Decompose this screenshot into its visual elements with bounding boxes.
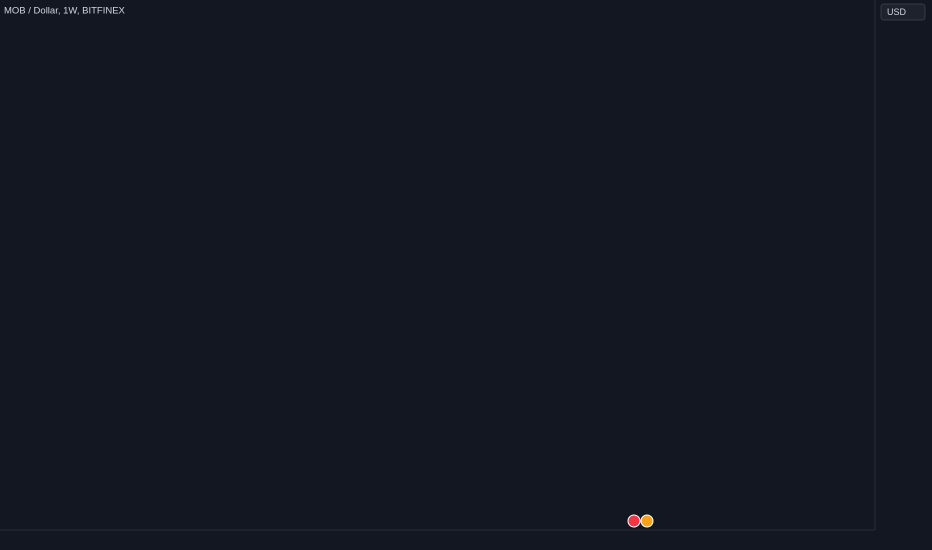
currency-button[interactable] [880,3,926,21]
price-axis [875,0,932,550]
event-icons [627,514,654,528]
chart-title: MOB / Dollar, 1W, BITFINEX [4,6,126,17]
currency-label[interactable]: USD [887,7,907,17]
